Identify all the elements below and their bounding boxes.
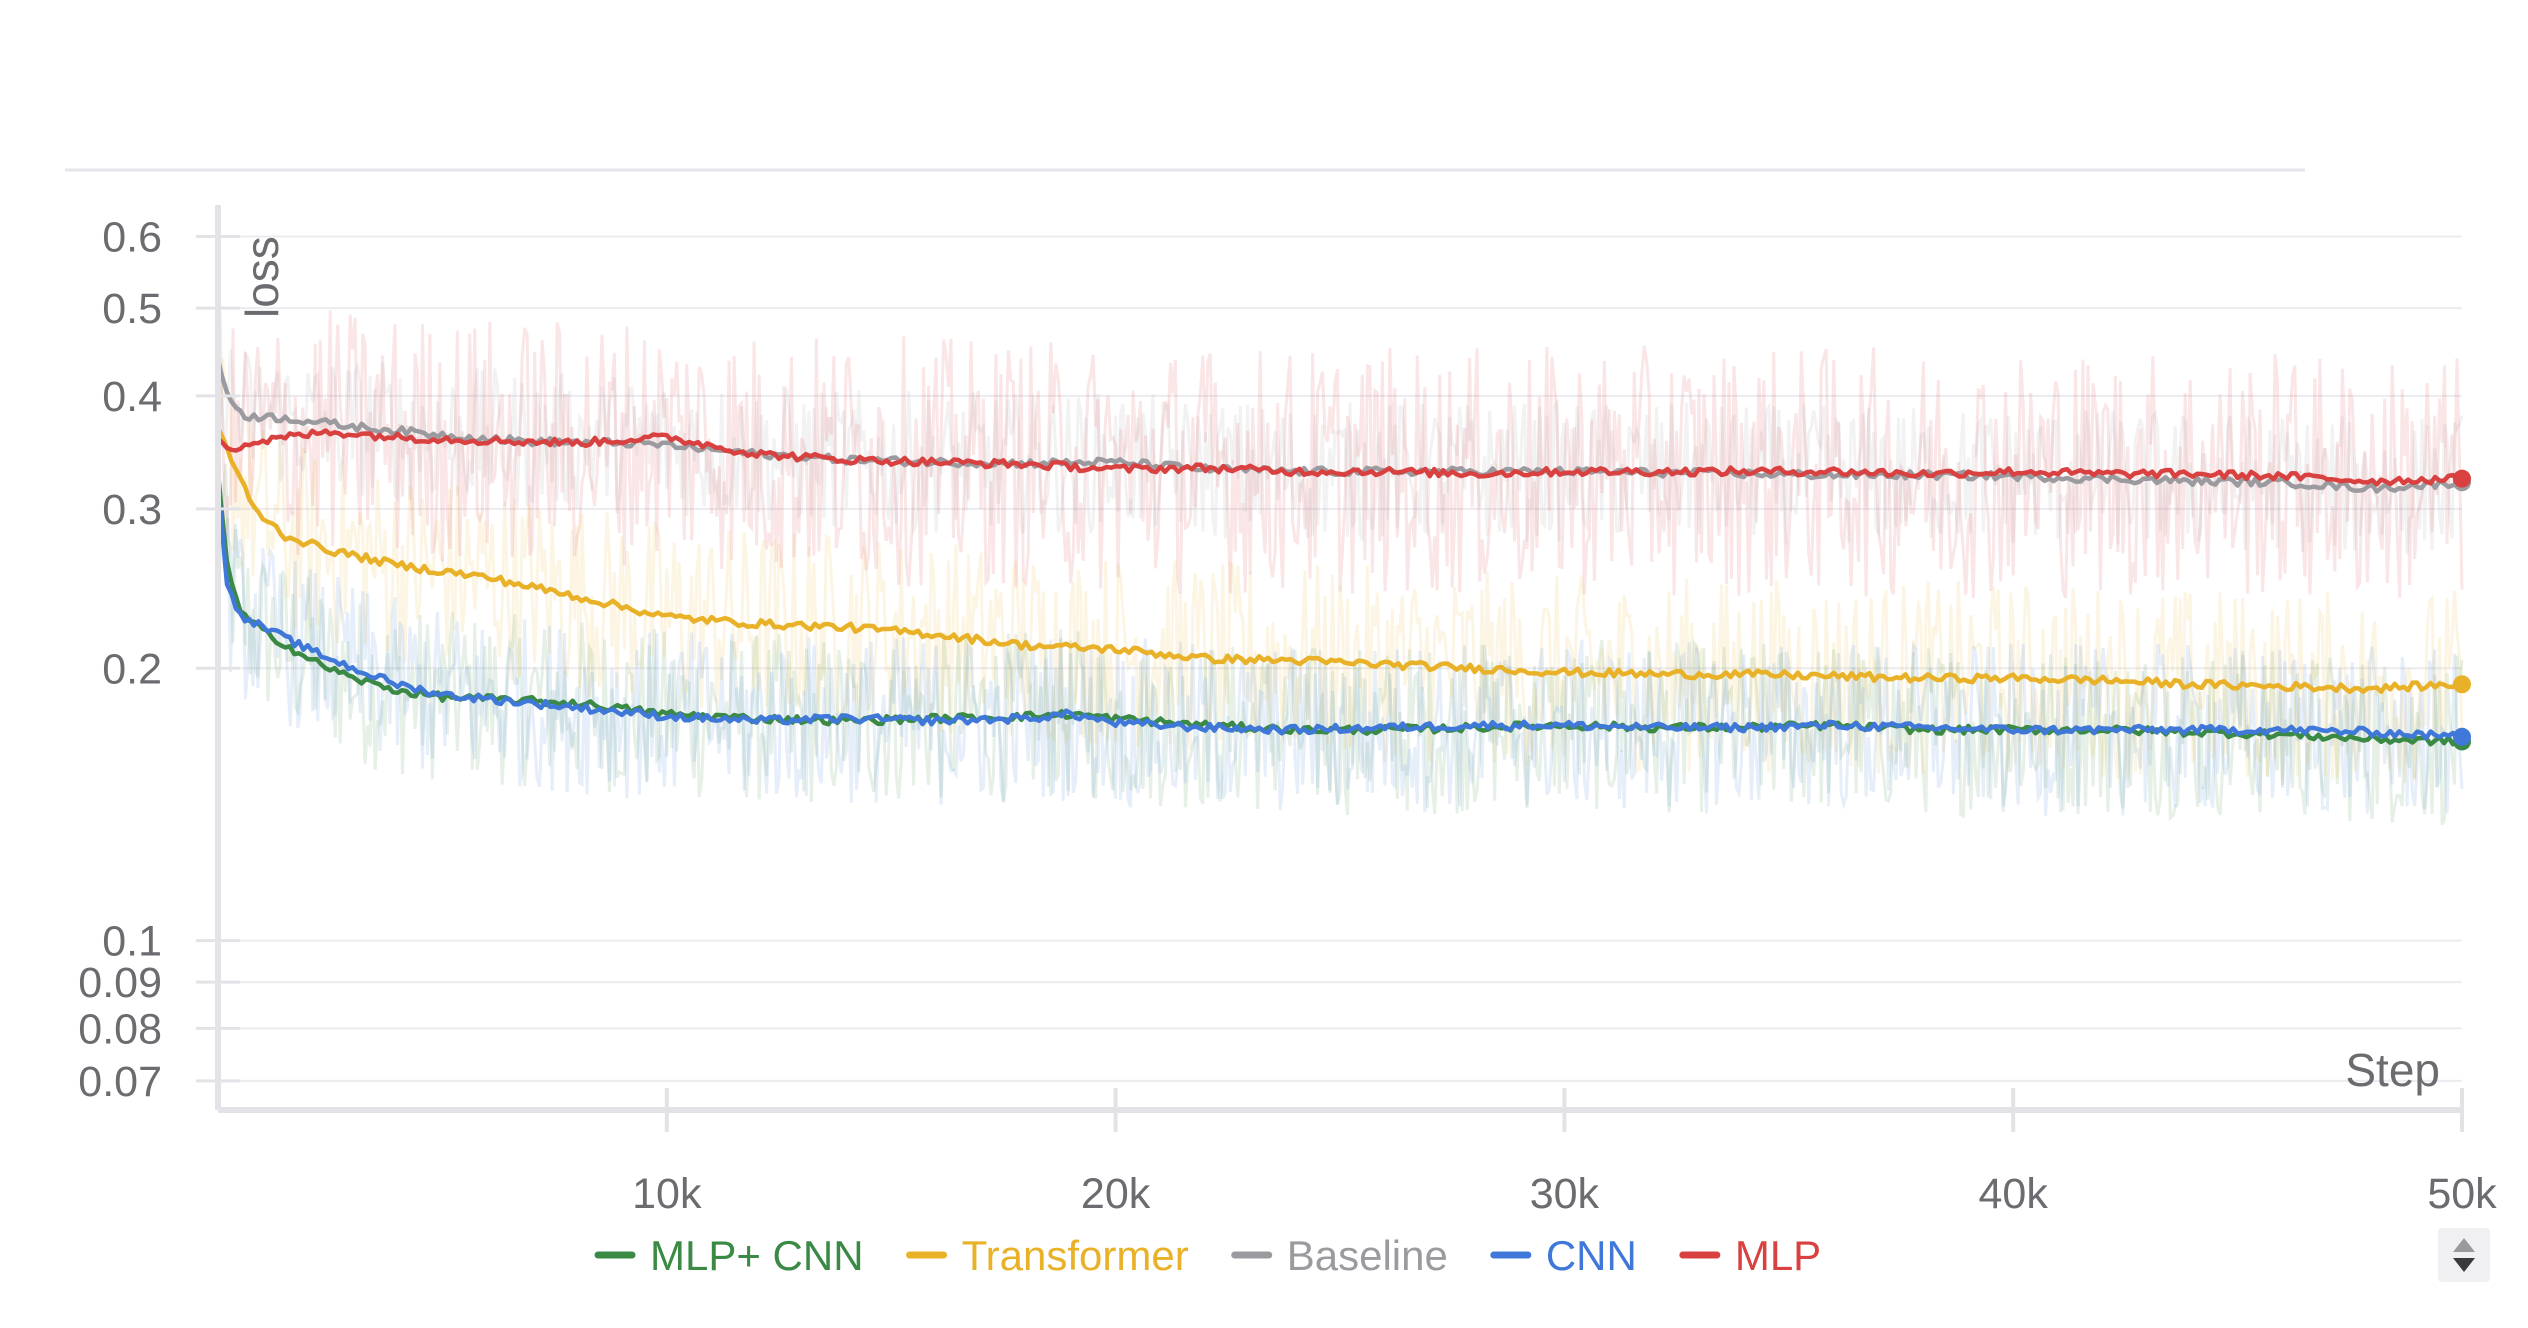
series-endpoint-1 [2453,675,2471,694]
ticks: 0.6 0.5 0.4 0.3 0.2 0.10.090.08 0.07 10k 20k 30k 4… [78,213,2497,1218]
legend-item[interactable]: Transformer [906,1232,1189,1279]
series-line-4 [216,428,2464,487]
series-line-1 [215,426,2464,695]
raw-series-2 [216,298,2464,554]
raw-series-3 [216,509,2464,816]
legend-item[interactable]: Baseline [1231,1232,1448,1279]
axes [215,205,2462,1113]
series-endpoint-3 [2453,727,2471,746]
y-axis-label: loss [236,236,288,318]
x-tick-label: 40k [1979,1170,2049,1218]
y-tick-label: 0.07 [78,1058,162,1106]
y-tick-label: 0.4 [102,373,162,421]
series-line-3 [215,482,2463,742]
raw-series-0 [216,444,2464,826]
raw-series-4 [216,310,2464,599]
legend-label: CNN [1546,1232,1637,1279]
legend-item[interactable]: CNN [1490,1232,1637,1279]
legend-label: MLP+ CNN [650,1232,864,1279]
legend-scroll-control[interactable] [2438,1228,2490,1282]
legend-item[interactable]: MLP [1679,1232,1821,1279]
y-tick-label: 0.08 [78,1005,162,1053]
series-layer [215,358,2471,751]
y-tick-label: 0.1 [102,918,162,966]
raw-noise-layer [216,298,2464,826]
y-tick-label: 0.2 [102,645,162,693]
y-tick-label: 0.09 [78,959,162,1007]
scroll-up-icon[interactable] [2453,1238,2475,1252]
legend-label: Baseline [1287,1232,1448,1279]
x-tick-label: 10k [632,1170,702,1218]
x-tick-label: 50k [2427,1170,2497,1218]
legend-label: Transformer [962,1232,1189,1279]
x-axis-label: Step [2345,1044,2440,1096]
y-tick-label: 0.5 [102,285,162,333]
legend-label: MLP [1735,1232,1821,1279]
y-tick-label: 0.3 [102,486,162,534]
grid [218,235,2462,1082]
series-endpoint-4 [2453,469,2471,488]
x-tick-label: 20k [1081,1170,1151,1218]
x-tick-label: 30k [1530,1170,1600,1218]
scroll-down-icon[interactable] [2453,1258,2475,1272]
legend-item[interactable]: MLP+ CNN [594,1232,864,1279]
legend: MLP+ CNN Transformer Baseline CNN MLP [594,1232,1821,1279]
y-tick-label: 0.6 [102,213,162,261]
raw-series-1 [216,336,2464,783]
